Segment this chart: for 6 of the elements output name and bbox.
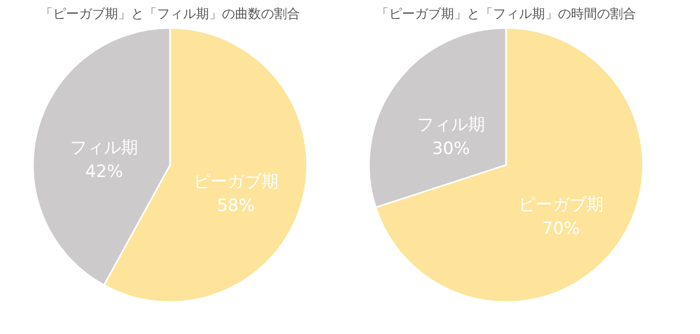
data-label: 58% <box>216 196 255 216</box>
slice-label: ピーガブ期 <box>193 172 278 192</box>
chart-title: 「ピーガブ期」と「フィル期」の曲数の割合 <box>40 7 300 22</box>
data-label: 70% <box>542 218 580 239</box>
slice-label: ピーガブ期 <box>518 194 604 215</box>
chart-title: 「ピーガブ期」と「フィル期」の時間の割合 <box>376 7 636 22</box>
